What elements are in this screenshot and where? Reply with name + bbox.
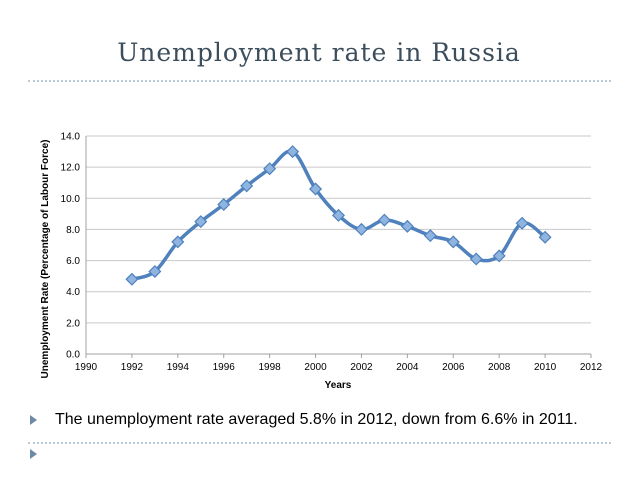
y-tick-label: 0.0 [66, 350, 80, 361]
data-point [309, 182, 323, 196]
triangle-bullet-icon [30, 415, 37, 425]
y-tick-label: 2.0 [66, 318, 80, 329]
y-tick-label: 8.0 [66, 225, 80, 236]
data-point [469, 252, 483, 266]
footer-divider [28, 442, 611, 444]
x-tick-label: 2004 [396, 362, 419, 373]
grid-lines [86, 135, 591, 355]
data-point [423, 229, 437, 243]
x-tick-label: 2012 [580, 362, 603, 373]
bullet-point: The unemployment rate averaged 5.8% in 2… [30, 408, 630, 432]
title-divider [28, 80, 611, 82]
x-tick-label: 1998 [259, 362, 282, 373]
line-chart: 0.0 2.0 4.0 6.0 8.0 10.0 12.0 14.0 1990 1992 1994… [40, 132, 603, 392]
y-tick-label: 4.0 [66, 287, 80, 298]
data-point [400, 219, 414, 233]
x-tick-label: 1994 [167, 362, 190, 373]
data-point [171, 235, 185, 249]
y-tick-label: 12.0 [61, 163, 81, 174]
triangle-bullet-icon [30, 449, 37, 459]
data-point [194, 215, 208, 229]
x-tick-label: 2002 [350, 362, 373, 373]
data-point [148, 264, 162, 278]
data-point [286, 145, 300, 159]
data-point [125, 272, 139, 286]
data-point [515, 216, 529, 230]
x-tick-label: 1992 [121, 362, 144, 373]
slide-title: Unemployment rate in Russia [117, 38, 521, 67]
series [125, 145, 552, 286]
data-point [538, 230, 552, 244]
data-point [354, 222, 368, 236]
x-tick-label: 1996 [213, 362, 236, 373]
x-tick-label: 2008 [488, 362, 511, 373]
data-point [240, 179, 254, 193]
bullet-text: The unemployment rate averaged 5.8% in 2… [55, 411, 578, 428]
y-tick-label: 14.0 [61, 132, 81, 143]
x-tick-labels: 1990 1992 1994 1996 1998 2000 2002 2004 2006 2008… [75, 362, 603, 373]
x-tick-label: 2010 [534, 362, 557, 373]
y-axis-label: Unemployment Rate (Percentage of Labour … [40, 140, 51, 379]
data-point [492, 249, 506, 263]
y-tick-label: 10.0 [61, 194, 81, 205]
x-tick-label: 2006 [442, 362, 465, 373]
y-tick-label: 6.0 [66, 256, 80, 267]
chart: 0.0 2.0 4.0 6.0 8.0 10.0 12.0 14.0 1990 1992 1994… [0, 118, 638, 400]
axes [85, 136, 592, 358]
data-point [217, 198, 231, 212]
data-point [377, 213, 391, 227]
x-axis-label: Years [325, 380, 352, 391]
data-point [446, 235, 460, 249]
data-point [263, 162, 277, 176]
y-tick-labels: 0.0 2.0 4.0 6.0 8.0 10.0 12.0 14.0 [61, 132, 81, 361]
x-tick-label: 2000 [304, 362, 327, 373]
data-point [331, 208, 346, 222]
x-tick-label: 1990 [75, 362, 98, 373]
